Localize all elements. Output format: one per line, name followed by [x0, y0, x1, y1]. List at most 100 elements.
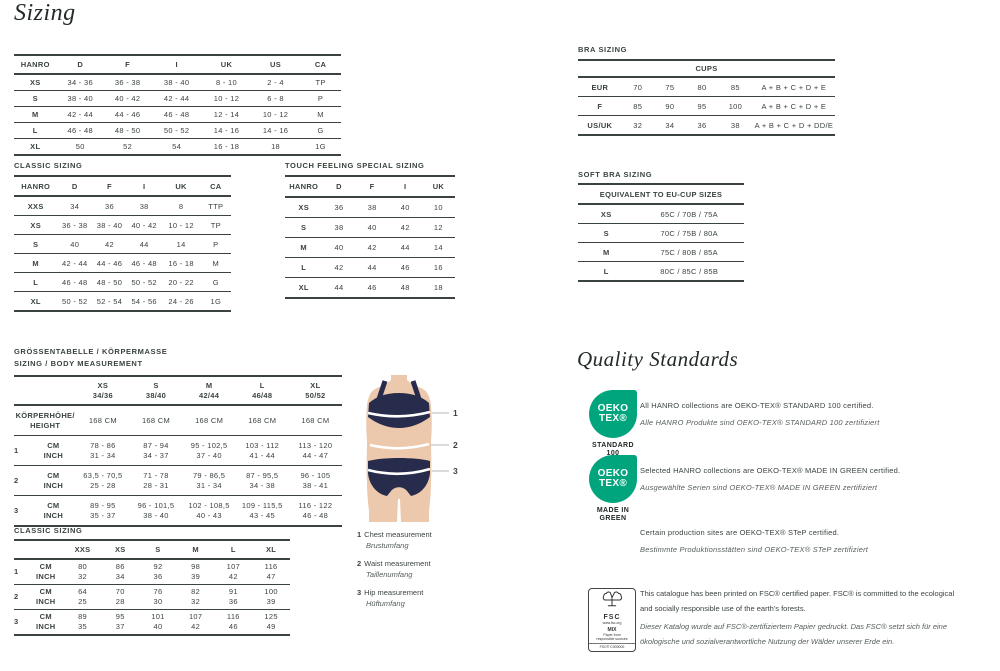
table-cell: 24 - 26: [168, 296, 194, 306]
table-cell: 63,5 - 70,5 25 - 28: [83, 471, 123, 490]
table-row: 1 CM INCH 80 32 86 34 92 36 98 39 107 42 116 47: [14, 559, 290, 584]
table-cell: EQUIVALENT TO EU-CUP SIZES: [599, 189, 723, 199]
cert-text-en: Selected HANRO collections are OEKO-TEX®…: [640, 466, 901, 475]
fsc-text-en: This catalogue has been printed on FSC® …: [640, 589, 955, 613]
table-cell: 95 37: [115, 612, 125, 631]
table-cell: D: [71, 181, 78, 191]
table-cell: 38: [139, 201, 149, 211]
table-row: M 42 - 44 44 - 46 46 - 48 12 - 14 10 - 12 M: [14, 107, 341, 123]
table-cell: M 42/44: [198, 381, 220, 400]
table-cell: CM INCH: [43, 501, 64, 520]
table-cell: 168 CM: [248, 415, 277, 425]
oeko-step-text: Certain production sites are OEKO-TEX® S…: [640, 528, 952, 555]
table-row: EUR 70 75 80 85 A + B + C + D + E: [578, 77, 835, 97]
table-cell: 12 - 14: [213, 110, 240, 119]
table-cell: 96 - 105 38 - 41: [300, 471, 331, 490]
table-cell: 80 32: [78, 562, 88, 581]
table-cell: 168 CM: [195, 415, 224, 425]
table-row: F 85 90 95 100 A + B + C + D + E: [578, 97, 835, 116]
table-cell: CA: [210, 181, 222, 191]
table-cell: 16: [433, 263, 443, 272]
table-cell: XL: [266, 544, 277, 554]
table-cell: TP: [315, 78, 326, 87]
table-cell: D: [77, 60, 84, 69]
table-cell: 42: [400, 223, 410, 232]
table-cell: UK: [432, 182, 445, 191]
table-cell: 86 34: [115, 562, 125, 581]
table-cell: 32: [633, 120, 643, 130]
table-cell: XS: [114, 544, 126, 554]
table-cell: 50 - 52: [163, 126, 190, 135]
table-cell: 40: [334, 243, 344, 252]
table-cell: M: [300, 243, 307, 252]
table-cell: CM INCH: [43, 471, 64, 490]
table-cell: S: [155, 544, 161, 554]
table-cell: 89 - 95 35 - 37: [90, 501, 116, 520]
table-cell: TTP: [208, 201, 224, 211]
table-cell: A + B + C + D + DD/E: [754, 120, 834, 130]
hanro-size-conversion-table: HANRO D F I UK US CA XS 34 - 36 36 - 38 38 - 40 8 -…: [14, 54, 341, 156]
table-cell: A + B + C + D + E: [761, 82, 827, 92]
table-cell: 103 - 112 41 - 44: [245, 441, 280, 460]
pointer-num-3: 3: [453, 466, 458, 476]
table-cell: 90: [665, 101, 675, 111]
fsc-code: FSC® C000000: [589, 643, 635, 649]
table-cell: 50 - 52: [131, 277, 157, 287]
table-cell: 107 42: [188, 612, 203, 631]
table-row: 2 CM INCH 64 25 70 28 76 30 82 32 91 36 100 39: [14, 584, 290, 609]
table-cell: HANRO: [21, 181, 51, 191]
table-cell: UK: [220, 60, 233, 69]
table-cell: 40: [70, 239, 80, 249]
table-cell: 10 - 12: [213, 94, 240, 103]
table-cell: S: [33, 239, 39, 249]
pointer-num-2: 2: [453, 440, 458, 450]
table-cell: [14, 540, 64, 559]
table-cell: 36 - 38: [62, 220, 88, 230]
cert-text-en: Certain production sites are OEKO-TEX® S…: [640, 528, 840, 537]
table-cell: 85: [730, 82, 740, 92]
table-cell: 16 - 18: [168, 258, 194, 268]
table-row: XXS 34 36 38 8 TTP: [14, 196, 231, 216]
legend-text-en: Waist measurement: [364, 559, 431, 568]
fsc-sub-label: Paper from responsible sources: [596, 633, 628, 641]
table-cell: G: [212, 277, 219, 287]
table-row: L 42 44 46 16: [285, 258, 455, 278]
table-cell: XL: [298, 283, 309, 292]
legend-item-chest: 1 Chest measurement Brustumfang: [357, 530, 472, 550]
table-cell: 16 - 18: [213, 142, 240, 151]
table-row: S 38 - 40 40 - 42 42 - 44 10 - 12 6 - 8 P: [14, 91, 341, 107]
table-cell: L: [230, 544, 236, 554]
table-cell: A + B + C + D + E: [761, 101, 827, 111]
table-cell: 10 - 12: [262, 110, 289, 119]
table-cell: S: [603, 228, 609, 238]
oeko-standard100-badge: OEKO TEX® STANDARD 100: [584, 390, 642, 458]
touch-feeling-sizing-label: TOUCH FEELING SPECIAL SIZING: [285, 161, 425, 170]
table-cell: 48: [400, 283, 410, 292]
table-cell: 82 32: [191, 587, 201, 606]
table-row: XL 50 - 52 52 - 54 54 - 56 24 - 26 1G: [14, 292, 231, 311]
table-cell: KÖRPERHÖHE/ HEIGHT: [15, 411, 75, 430]
legend-text-en: Hip measurement: [364, 588, 424, 597]
table-cell: 42: [104, 239, 114, 249]
table-row: L 46 - 48 48 - 50 50 - 52 14 - 16 14 - 16 G: [14, 123, 341, 139]
table-cell: 44: [400, 243, 410, 252]
table-cell: G: [317, 126, 324, 135]
table-cell: L: [32, 126, 38, 135]
table-cell: 40 - 42: [114, 94, 141, 103]
table-cell: 70 28: [115, 587, 125, 606]
oeko-standard100-text: All HANRO collections are OEKO-TEX® STAN…: [640, 401, 952, 428]
table-cell: 79 - 86,5 31 - 34: [192, 471, 226, 490]
oeko-tex-icon: OEKO TEX®: [589, 390, 637, 438]
table-cell: 52: [123, 142, 133, 151]
cert-text-de: Ausgewählte Serien sind OEKO-TEX® MADE I…: [640, 483, 878, 492]
table-row: US/UK 32 34 36 38 A + B + C + D + DD/E: [578, 116, 835, 135]
oeko-badge-caption: STANDARD 100: [592, 442, 634, 457]
table-row: EQUIVALENT TO EU-CUP SIZES: [578, 184, 744, 204]
table-row: S 70C / 75B / 80A: [578, 224, 744, 243]
table-cell: 80: [697, 82, 707, 92]
fsc-mix-label: MIX: [607, 627, 617, 633]
table-cell: 92 36: [153, 562, 163, 581]
table-cell: P: [213, 239, 219, 249]
page-title: Sizing: [14, 0, 76, 26]
legend-text-de: Brustumfang: [366, 541, 409, 550]
